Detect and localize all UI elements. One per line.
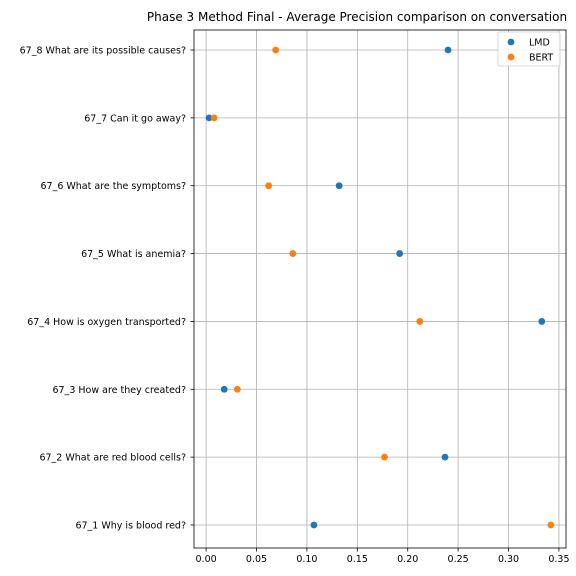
x-tick-label: 0.30: [498, 554, 519, 565]
point-lmd: [444, 46, 452, 54]
legend-marker: [507, 53, 515, 61]
point-lmd: [396, 250, 404, 257]
x-tick-label: 0.10: [296, 554, 317, 565]
legend: LMD BERT: [497, 31, 561, 67]
y-tick-label: 67_3 How are they created?: [53, 385, 187, 396]
point-lmd: [441, 453, 449, 461]
y-tick-label: 67_6 What are the symptoms?: [40, 181, 186, 192]
point-lmd: [538, 318, 546, 325]
y-tick-label: 67_7 Can it go away?: [84, 113, 186, 124]
point-lmd: [205, 114, 213, 122]
y-tick-label: 67_5 What is anemia?: [81, 249, 186, 260]
x-tick-label: 0.25: [448, 554, 469, 565]
legend-label: BERT: [529, 53, 553, 64]
point-bert: [289, 250, 297, 257]
axis-ticks: 0.00 0.05 0.10 0.15 0.20 0.25 0.30 0.35 67_1 Why…: [20, 46, 570, 566]
y-tick-label: 67_8 What are its possible causes?: [20, 46, 186, 57]
point-lmd: [310, 521, 318, 529]
point-bert: [272, 46, 280, 54]
point-lmd: [220, 385, 228, 393]
data-points: [205, 46, 555, 529]
legend-marker: [507, 38, 515, 46]
point-bert: [265, 182, 273, 190]
point-bert: [233, 385, 241, 393]
chart-title: Phase 3 Method Final - Average Precision…: [147, 10, 567, 24]
point-bert: [547, 521, 555, 529]
y-tick-label: 67_2 What are red blood cells?: [39, 453, 186, 464]
point-lmd: [335, 182, 343, 190]
x-tick-label: 0.00: [196, 554, 217, 565]
x-tick-label: 0.05: [246, 554, 267, 565]
y-tick-label: 67_4 How is oxygen transported?: [27, 317, 186, 328]
legend-label: LMD: [529, 38, 550, 49]
y-tick-label: 67_1 Why is blood red?: [75, 521, 186, 532]
grid: [194, 30, 566, 548]
point-bert: [416, 318, 424, 325]
x-tick-label: 0.35: [548, 554, 569, 565]
plot-frame: [193, 29, 567, 549]
point-bert: [210, 114, 218, 122]
x-tick-label: 0.15: [347, 554, 368, 565]
x-tick-label: 0.20: [397, 554, 418, 565]
point-bert: [381, 453, 388, 461]
